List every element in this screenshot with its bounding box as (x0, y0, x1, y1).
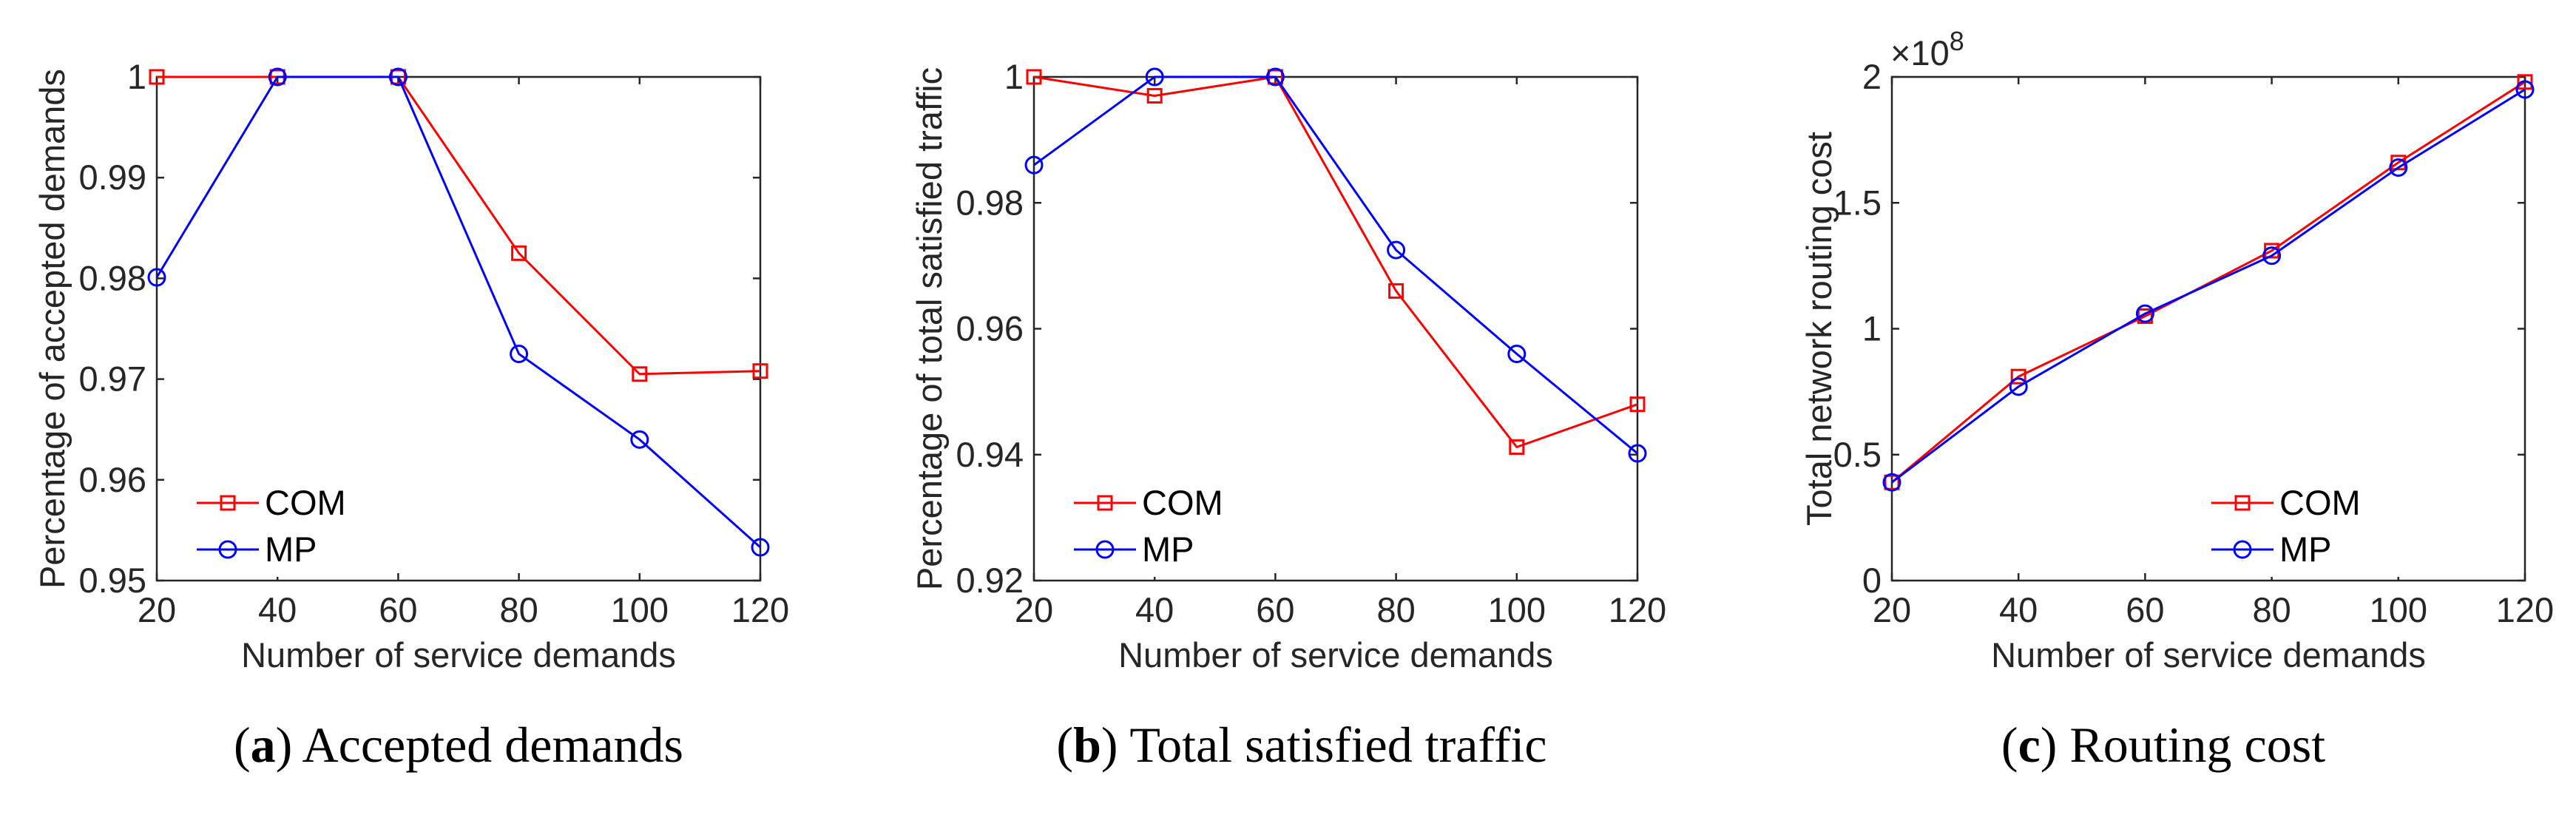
x-tick-label: 20 (1015, 590, 1053, 629)
legend: COM MP (1068, 479, 1264, 577)
x-tick-label: 80 (1376, 590, 1415, 629)
x-tick-label: 40 (258, 590, 297, 629)
data-point-mp (1507, 345, 1527, 364)
y-tick-label: 0.97 (79, 359, 146, 399)
data-point-com (2010, 368, 2026, 385)
data-point-mp (2262, 246, 2282, 266)
data-point-com (1509, 439, 1525, 456)
data-point-mp (2515, 80, 2535, 99)
y-tick-label: 0.94 (956, 435, 1024, 474)
legend-marker-mp (1095, 540, 1115, 559)
y-tick-label: 1.5 (1833, 183, 1882, 222)
legend-marker-com (1097, 495, 1113, 511)
legend-label-com: COM (1142, 483, 1223, 522)
series-line-mp (1891, 88, 2526, 484)
legend-label-com: COM (2279, 483, 2361, 522)
x-tick-label: 120 (731, 590, 789, 629)
y-tick-label: 1 (1004, 57, 1024, 96)
legend-label-mp: MP (2279, 530, 2332, 569)
x-tick-label: 120 (2496, 590, 2554, 629)
series-line-mp (155, 75, 761, 549)
x-tick-label: 120 (1609, 590, 1666, 629)
data-point-mp (1387, 240, 1406, 260)
y-multiplier: ×108 (1890, 26, 1964, 72)
data-point-com (1629, 396, 1646, 413)
legend: COM MP (2205, 479, 2401, 577)
y-tick-label: 0.99 (79, 158, 146, 197)
data-point-mp (751, 538, 770, 557)
caption: (b) Total satisfied traffic (1056, 717, 1546, 773)
chart-panel-b: 20 40 60 80 100 120 0.92 0.94 0.96 0.98 1 Number of… (910, 57, 1666, 773)
legend: COM MP (191, 479, 387, 577)
data-point-mp (1628, 444, 1647, 463)
y-axis-label: Percentage of total satisfied traffic (910, 67, 949, 590)
data-point-com (752, 363, 768, 379)
y-tick-label: 0 (1862, 561, 1882, 600)
y-tick-label: 0.96 (79, 460, 146, 499)
legend-marker-com (2234, 495, 2251, 511)
data-point-mp (1024, 155, 1044, 175)
data-point-com (1146, 88, 1163, 104)
legend-label-com: COM (265, 483, 346, 522)
caption: (a) Accepted demands (234, 717, 683, 773)
series-line-com (1891, 81, 2526, 484)
legend-marker-com (220, 495, 236, 511)
y-axis-label: Percentage of accepted demands (33, 69, 72, 589)
y-tick-label: 1 (127, 57, 146, 96)
x-tick-label: 20 (1873, 590, 1911, 629)
caption: (c) Routing cost (2001, 717, 2325, 773)
x-axis-label: Number of service demands (1991, 635, 2426, 674)
x-tick-label: 40 (1999, 590, 2038, 629)
x-axis-label: Number of service demands (241, 635, 676, 674)
series-line-com (157, 75, 761, 376)
y-tick-label: 1 (1862, 309, 1882, 348)
series-line-mp (1033, 75, 1638, 455)
x-tick-label: 40 (1135, 590, 1174, 629)
x-tick-label: 20 (138, 590, 176, 629)
y-axis-label: Total network routing cost (1799, 132, 1839, 526)
x-tick-label: 80 (499, 590, 538, 629)
data-point-com (2517, 74, 2533, 90)
legend-marker-mp (2233, 540, 2252, 559)
data-point-mp (2135, 304, 2154, 323)
y-tick-label: 0.98 (79, 258, 146, 297)
y-tick-label: 0.98 (956, 183, 1024, 222)
data-point-com (1026, 69, 1042, 85)
data-point-mp (2009, 377, 2028, 396)
y-tick-label: 0.92 (956, 561, 1024, 600)
legend-label-mp: MP (1142, 530, 1194, 569)
data-point-mp (1882, 473, 1901, 492)
data-point-com (1884, 474, 1900, 490)
chart-panel-c: 20 40 60 80 100 120 0 0.5 1 1.5 2 Number of service… (1799, 26, 2554, 773)
data-point-mp (1265, 67, 1285, 87)
y-tick-label: 0.5 (1833, 435, 1882, 474)
x-tick-label: 100 (611, 590, 669, 629)
data-point-com (632, 366, 648, 382)
data-point-mp (147, 268, 166, 287)
data-point-mp (268, 67, 287, 87)
x-tick-label: 100 (1488, 590, 1546, 629)
x-tick-label: 60 (2126, 590, 2164, 629)
x-axis-label: Number of service demands (1118, 635, 1553, 674)
x-tick-label: 80 (2252, 590, 2291, 629)
legend-label-mp: MP (265, 530, 317, 569)
data-point-com (1388, 283, 1404, 299)
data-point-com (511, 245, 527, 261)
legend-marker-mp (218, 540, 237, 559)
chart-panel-a: 20 40 60 80 100 120 0.95 0.96 0.97 0.98 0.99 1 Numbe… (33, 57, 789, 773)
y-tick-label: 0.96 (956, 309, 1024, 348)
data-point-mp (630, 430, 649, 449)
y-tick-label: 0.95 (79, 561, 146, 600)
data-point-mp (1145, 67, 1164, 87)
data-point-mp (510, 345, 529, 364)
data-point-mp (388, 67, 408, 87)
x-tick-label: 60 (379, 590, 417, 629)
x-tick-label: 60 (1256, 590, 1294, 629)
y-tick-label: 2 (1862, 57, 1882, 96)
data-point-com (149, 69, 165, 85)
x-tick-label: 100 (2370, 590, 2427, 629)
data-point-mp (2389, 158, 2408, 177)
